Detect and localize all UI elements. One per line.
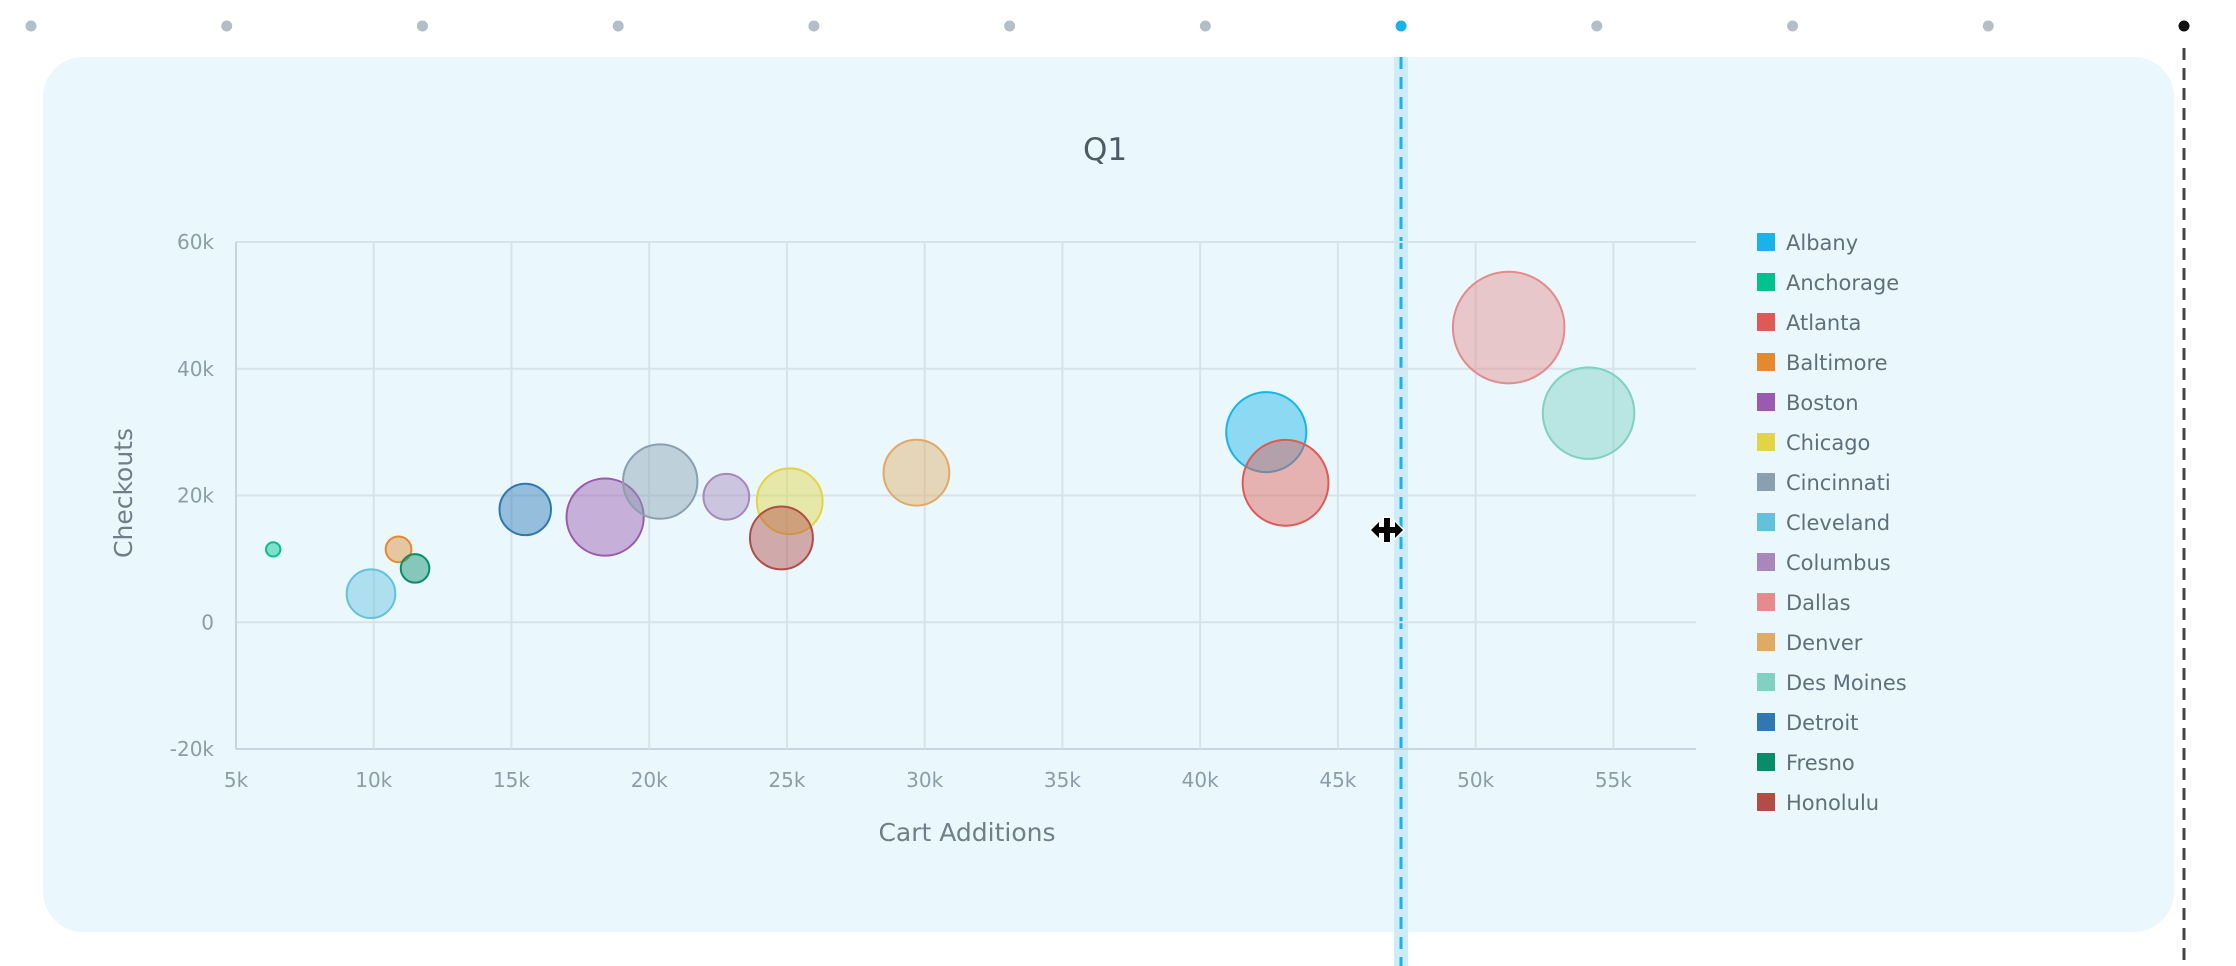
y-tick-label: 40k [177, 357, 214, 381]
bubble-boston[interactable] [565, 477, 645, 557]
drag-band[interactable] [1394, 57, 1408, 966]
legend-label: Des Moines [1786, 671, 1907, 695]
legend-item[interactable]: Albany [1757, 231, 1858, 255]
y-tick-label: 20k [177, 484, 214, 508]
timeline-step-2[interactable] [221, 20, 233, 32]
legend-swatch [1757, 313, 1775, 331]
legend-item[interactable]: Denver [1757, 631, 1863, 655]
x-tick-label: 20k [631, 768, 668, 792]
legend-swatch [1757, 273, 1775, 291]
legend-label: Dallas [1786, 591, 1851, 615]
bubble-detroit[interactable] [498, 482, 552, 537]
y-tick-label: -20k [170, 737, 215, 761]
bubble-denver[interactable] [882, 438, 951, 507]
legend-label: Detroit [1786, 711, 1858, 735]
legend-label: Albany [1786, 231, 1858, 255]
timeline-step-12[interactable] [2178, 20, 2190, 32]
x-tick-label: 25k [768, 768, 805, 792]
x-tick-label: 30k [906, 768, 943, 792]
bubble-columbus[interactable] [702, 472, 751, 521]
legend-swatch [1757, 393, 1775, 411]
bubble-des-moines[interactable] [1541, 366, 1636, 460]
legend-item[interactable]: Anchorage [1757, 271, 1899, 295]
legend-swatch [1757, 513, 1775, 531]
timeline-step-6[interactable] [1004, 20, 1016, 32]
legend-item[interactable]: Columbus [1757, 551, 1891, 575]
legend-swatch [1757, 753, 1775, 771]
legend-item[interactable]: Des Moines [1757, 671, 1907, 695]
legend-swatch [1757, 553, 1775, 571]
legend-label: Denver [1786, 631, 1863, 655]
legend-item[interactable]: Fresno [1757, 751, 1855, 775]
timeline-step-8[interactable] [1395, 20, 1407, 32]
bubble-cleveland[interactable] [345, 568, 397, 620]
legend-label: Atlanta [1786, 311, 1861, 335]
timeline-step-9[interactable] [1591, 20, 1603, 32]
x-tick-label: 40k [1182, 768, 1219, 792]
x-tick-label: 50k [1457, 768, 1494, 792]
legend-swatch [1757, 473, 1775, 491]
legend: Albany Anchorage Atlanta Baltimore Boston Chi… [1757, 231, 1907, 815]
legend-swatch [1757, 713, 1775, 731]
bubble-cincinnati[interactable] [622, 443, 699, 520]
legend-swatch [1757, 673, 1775, 691]
bubbles [265, 270, 1636, 620]
x-tick-label: 15k [493, 768, 530, 792]
legend-item[interactable]: Cincinnati [1757, 471, 1891, 495]
chart-title: Q1 [1083, 132, 1127, 168]
legend-swatch [1757, 433, 1775, 451]
tick-labels: -20k 0 20k 40k 60k 5k 10k 15k 20k 25k 30k 35k 40k 45k… [170, 230, 1633, 792]
y-tick-label: 0 [201, 610, 214, 634]
legend-label: Cincinnati [1786, 471, 1891, 495]
legend-item[interactable]: Honolulu [1757, 791, 1879, 815]
legend-item[interactable]: Cleveland [1757, 511, 1890, 535]
y-axis-label: Checkouts [109, 428, 138, 558]
legend-label: Baltimore [1786, 351, 1888, 375]
legend-label: Chicago [1786, 431, 1870, 455]
x-tick-label: 35k [1044, 768, 1081, 792]
x-axis-label: Cart Additions [878, 818, 1055, 847]
timeline-step-1[interactable] [25, 20, 37, 32]
x-tick-label: 10k [355, 768, 392, 792]
legend-swatch [1757, 593, 1775, 611]
legend-label: Cleveland [1786, 511, 1890, 535]
legend-label: Anchorage [1786, 271, 1899, 295]
bubble-fresno[interactable] [399, 553, 431, 584]
bubble-albany[interactable] [1225, 391, 1308, 474]
legend-item[interactable]: Atlanta [1757, 311, 1861, 335]
bubble-baltimore[interactable] [384, 535, 413, 564]
legend-swatch [1757, 233, 1775, 251]
timeline[interactable] [25, 20, 2190, 32]
x-tick-label: 5k [224, 768, 249, 792]
timeline-step-4[interactable] [612, 20, 624, 32]
x-tick-label: 55k [1595, 768, 1632, 792]
legend-label: Fresno [1786, 751, 1855, 775]
legend-swatch [1757, 353, 1775, 371]
legend-label: Honolulu [1786, 791, 1879, 815]
legend-label: Boston [1786, 391, 1859, 415]
legend-item[interactable]: Boston [1757, 391, 1859, 415]
timeline-step-3[interactable] [416, 20, 428, 32]
legend-swatch [1757, 793, 1775, 811]
timeline-step-5[interactable] [808, 20, 820, 32]
timeline-step-10[interactable] [1787, 20, 1799, 32]
timeline-step-11[interactable] [1982, 20, 1994, 32]
legend-item[interactable]: Dallas [1757, 591, 1851, 615]
legend-item[interactable]: Baltimore [1757, 351, 1888, 375]
bubble-anchorage[interactable] [265, 541, 282, 558]
grid [235, 241, 1696, 750]
bubble-atlanta[interactable] [1241, 438, 1330, 527]
x-tick-label: 45k [1319, 768, 1356, 792]
legend-swatch [1757, 633, 1775, 651]
legend-item[interactable]: Detroit [1757, 711, 1858, 735]
move-cursor-icon [1369, 516, 1405, 544]
legend-label: Columbus [1786, 551, 1891, 575]
timeline-step-7[interactable] [1199, 20, 1211, 32]
bubble-honolulu[interactable] [748, 505, 814, 571]
legend-item[interactable]: Chicago [1757, 431, 1870, 455]
y-tick-label: 60k [177, 230, 214, 254]
bubble-dallas[interactable] [1451, 270, 1566, 385]
